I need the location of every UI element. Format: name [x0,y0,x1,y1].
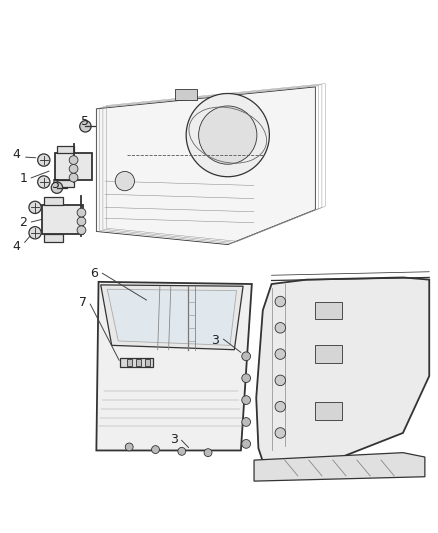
Polygon shape [256,278,429,462]
Circle shape [242,440,251,448]
Circle shape [77,208,86,217]
Circle shape [29,201,41,214]
Circle shape [275,349,286,359]
Text: 4: 4 [13,240,21,253]
Bar [55,154,92,180]
Bar [315,302,342,319]
Circle shape [178,447,186,455]
Circle shape [186,93,269,177]
Polygon shape [96,87,315,245]
Bar [315,402,342,420]
Polygon shape [254,453,425,481]
Text: 1: 1 [19,172,27,185]
Circle shape [199,106,257,164]
Circle shape [152,446,159,454]
Circle shape [77,226,86,235]
Bar [127,359,132,366]
Text: 5: 5 [81,116,88,128]
Text: 6: 6 [90,268,98,280]
Text: 2: 2 [19,216,27,229]
Circle shape [242,374,251,383]
Circle shape [275,427,286,438]
Circle shape [38,154,50,166]
Circle shape [69,156,78,165]
Circle shape [275,375,286,386]
Circle shape [38,176,50,188]
Circle shape [51,182,63,193]
Text: 4: 4 [13,148,21,161]
Bar [57,146,74,154]
Bar [145,359,150,366]
Bar [175,89,197,100]
Circle shape [80,120,91,132]
Polygon shape [107,289,237,345]
Circle shape [242,418,251,426]
Bar [136,359,141,366]
Circle shape [69,173,78,182]
Circle shape [115,172,134,191]
Circle shape [29,227,41,239]
Polygon shape [101,285,243,350]
Circle shape [77,217,86,226]
Bar [44,233,63,241]
Circle shape [275,322,286,333]
Circle shape [125,443,133,451]
Text: 7: 7 [79,296,87,309]
Polygon shape [96,282,252,450]
Bar [57,180,74,187]
Circle shape [69,165,78,173]
Bar [120,358,153,367]
Text: 3: 3 [211,335,219,348]
Bar [44,197,63,205]
Text: 5: 5 [52,177,60,191]
Circle shape [204,449,212,457]
Text: 3: 3 [170,433,178,446]
Circle shape [242,352,251,361]
Circle shape [242,395,251,405]
Circle shape [275,401,286,412]
Bar [315,345,342,363]
Bar [42,205,83,233]
Circle shape [275,296,286,307]
